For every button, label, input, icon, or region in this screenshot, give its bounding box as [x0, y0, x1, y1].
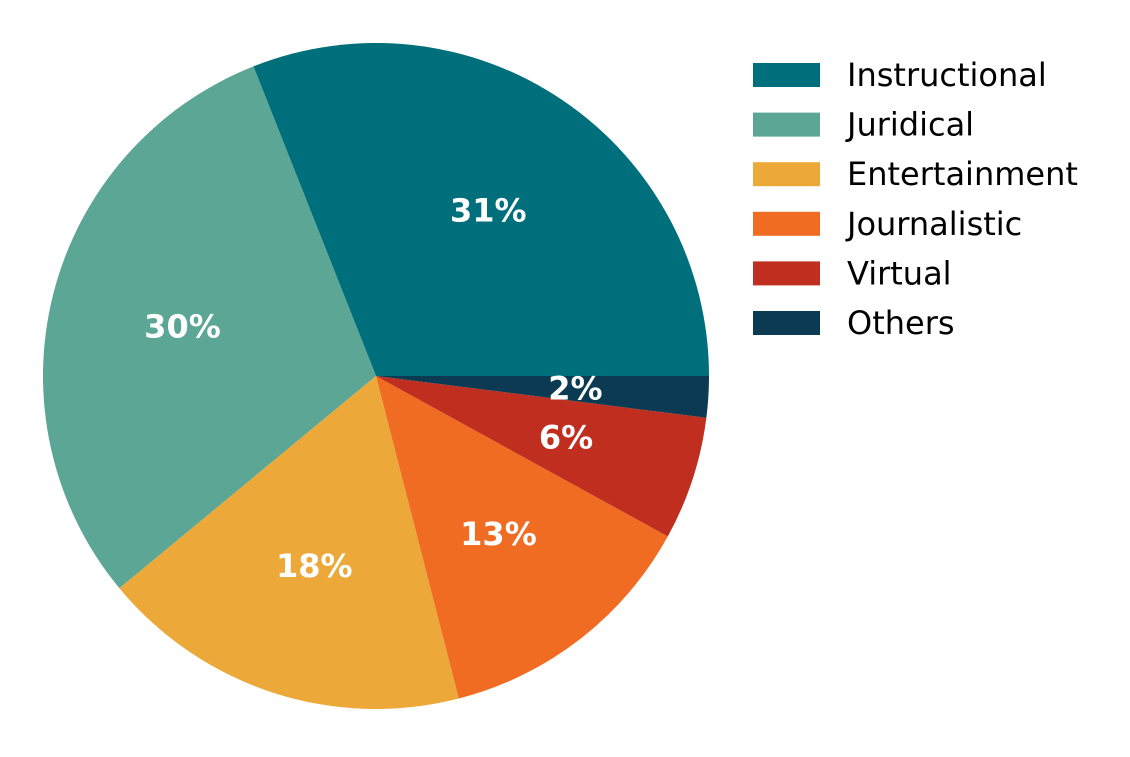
- legend-label-instructional: Instructional: [847, 56, 1047, 94]
- pie-slices: [42, 43, 709, 710]
- pie-slice-journalistic: [376, 376, 668, 699]
- legend-swatch-journalistic: [753, 211, 820, 236]
- legend-label-virtual: Virtual: [847, 254, 952, 292]
- legend-label-others: Others: [847, 304, 955, 342]
- legend: Instructional Juridical Entertainment Journ…: [753, 56, 1078, 342]
- slice-label-journalistic: 13%: [460, 515, 537, 553]
- pie-slice-juridical: [42, 66, 377, 589]
- legend-swatch-entertainment: [753, 162, 820, 187]
- legend-label-journalistic: Journalistic: [845, 205, 1022, 243]
- pie-slice-others: [376, 376, 709, 418]
- legend-swatch-others: [753, 311, 820, 335]
- pie-slice-virtual: [376, 376, 707, 537]
- legend-label-entertainment: Entertainment: [847, 155, 1078, 193]
- pie-slice-labels: 31% 30% 18% 13% 6% 2%: [144, 192, 602, 585]
- slice-label-juridical: 30%: [144, 307, 221, 345]
- legend-label-juridical: Juridical: [845, 106, 974, 144]
- legend-swatch-instructional: [753, 63, 820, 87]
- slice-label-instructional: 31%: [450, 192, 527, 230]
- slice-label-others: 2%: [548, 370, 602, 408]
- pie-slice-entertainment: [119, 376, 459, 710]
- legend-swatch-juridical: [753, 112, 820, 137]
- legend-swatch-virtual: [753, 261, 820, 286]
- pie-slice-instructional: [253, 43, 709, 376]
- slice-label-virtual: 6%: [539, 419, 593, 457]
- slice-label-entertainment: 18%: [276, 547, 353, 585]
